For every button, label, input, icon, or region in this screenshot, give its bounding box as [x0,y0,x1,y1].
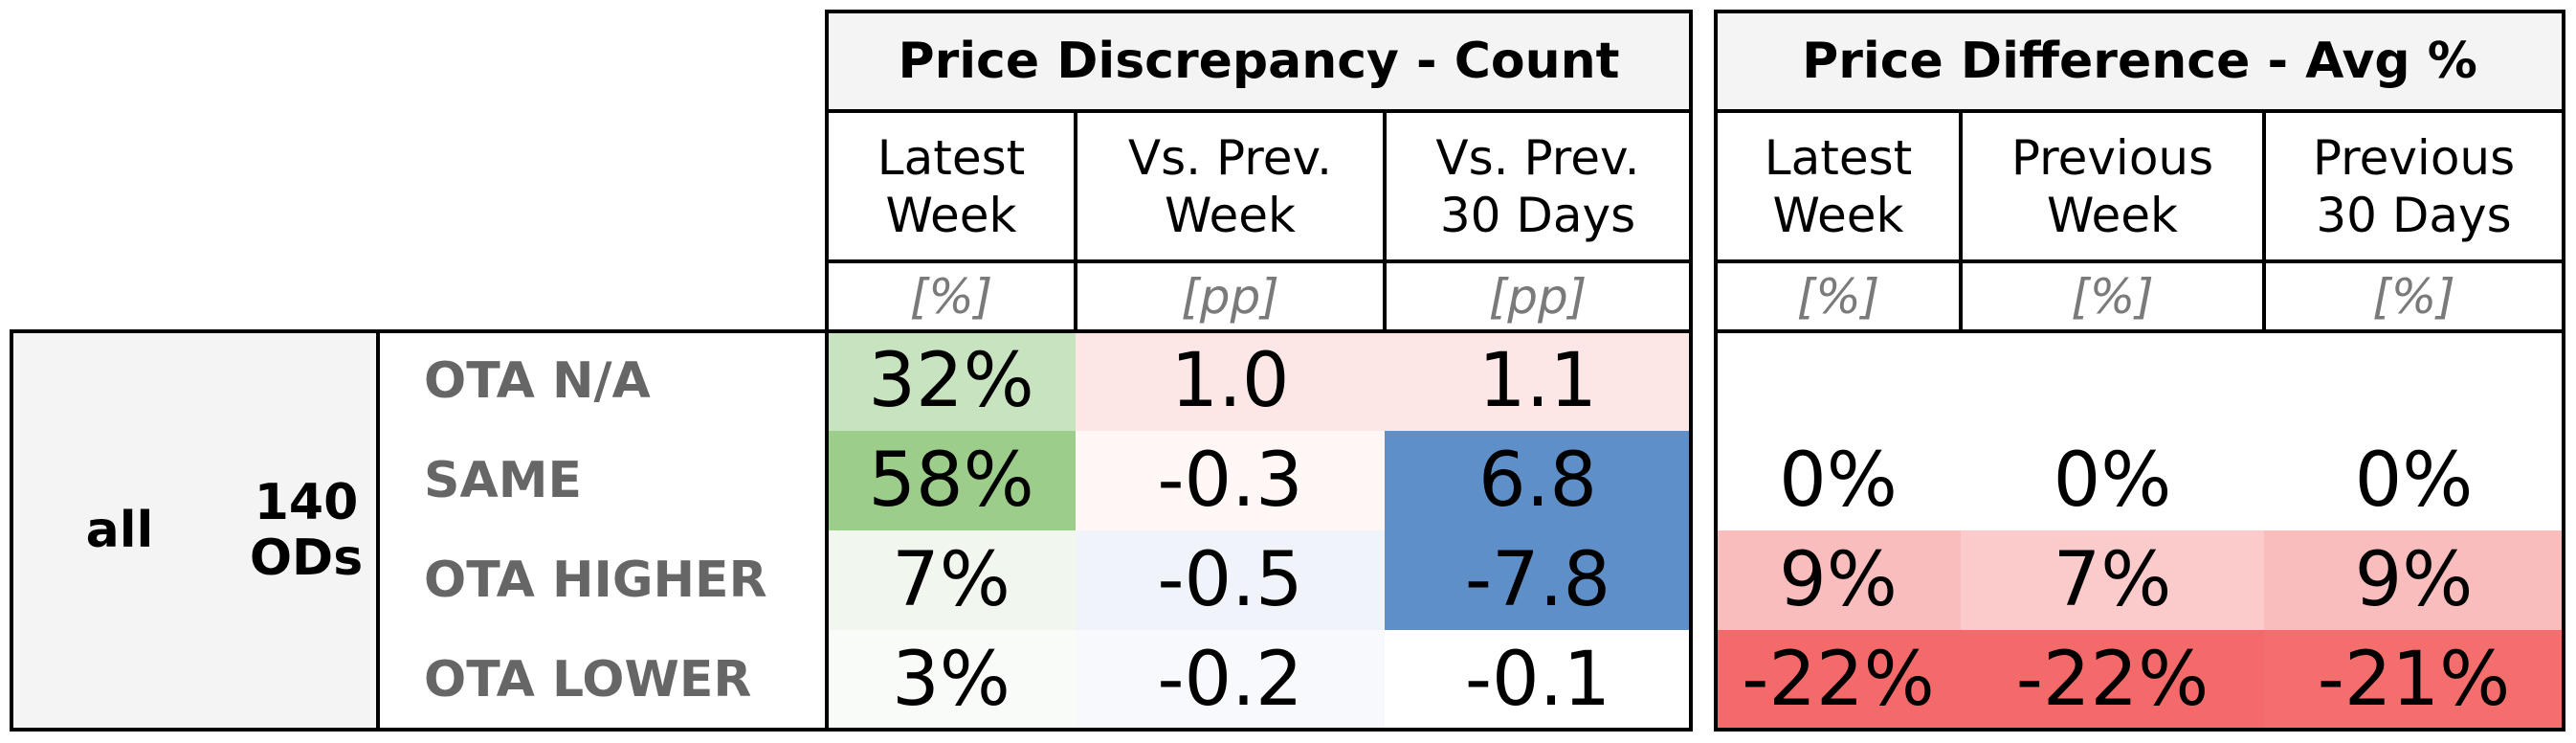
group-0-border [825,10,1693,13]
value-cell: 3% [827,630,1076,730]
group-0-border [1689,10,1693,732]
group-1-border [2262,109,2266,331]
status-label: OTA N/A [424,352,651,410]
segment-label: all [85,502,154,559]
value-cell: -7.8 [1385,530,1691,630]
column-unit: [pp] [1488,268,1588,325]
group-1-border [1959,109,1963,331]
column-header: Previous Week [2010,129,2214,243]
value-cell: -22% [1961,630,2264,730]
column-unit: [%] [909,268,993,325]
value-cell: 58% [827,431,1076,530]
group-1-border [1714,10,1718,732]
segment-count: 140 ODs [249,474,364,587]
value-cell: 0% [1716,431,1961,530]
column-unit: [pp] [1181,268,1279,325]
group-0-border [825,259,1693,263]
value-cell [1716,331,1961,431]
value-cell: -22% [1716,630,1961,730]
value-cell: 6.8 [1385,431,1691,530]
status-label: SAME [424,452,582,509]
column-header: Vs. Prev. 30 Days [1435,129,1640,243]
left-panel-border [10,329,13,732]
group-1-border [1714,728,2565,732]
group-1-border [1714,109,2565,113]
left-panel-border [376,329,380,732]
column-unit: [%] [2372,268,2455,325]
value-cell: -0.1 [1385,630,1691,730]
value-cell: 7% [1961,530,2264,630]
group-0-border [825,728,1693,732]
column-unit: [%] [2071,268,2154,325]
value-cell: 32% [827,331,1076,431]
value-cell: 1.0 [1076,331,1385,431]
value-cell: 1.1 [1385,331,1691,431]
value-cell: -21% [2264,630,2564,730]
value-cell: 7% [827,530,1076,630]
group-0-border [825,109,1693,113]
left-panel-border [10,329,827,333]
value-cell: -0.5 [1076,530,1385,630]
value-cell: -0.2 [1076,630,1385,730]
status-label: OTA HIGHER [424,552,767,609]
group-1-border [1714,10,2565,13]
group-1-border [1714,329,2565,333]
column-unit: [%] [1796,268,1880,325]
value-cell: 9% [2264,530,2564,630]
column-header: Latest Week [877,129,1026,243]
value-cell: -0.3 [1076,431,1385,530]
value-cell [2264,331,2564,431]
value-cell: 0% [1961,431,2264,530]
group-0-border [825,10,829,732]
left-panel-border [10,728,827,732]
group-0-border [825,329,1693,333]
group-0-border [1383,109,1387,331]
value-cell [1961,331,2264,431]
group-1-border [2562,10,2565,732]
value-cell: 9% [1716,530,1961,630]
value-cell: 0% [2264,431,2564,530]
group-title: Price Discrepancy - Count [827,11,1691,111]
column-header: Previous 30 Days [2312,129,2516,243]
group-1-border [1714,259,2565,263]
segment-panel [11,331,378,730]
column-header: Latest Week [1764,129,1913,243]
column-header: Vs. Prev. Week [1127,129,1333,243]
status-label: OTA LOWER [424,651,752,709]
group-0-border [1074,109,1077,331]
group-title: Price Difference - Avg % [1716,11,2564,111]
